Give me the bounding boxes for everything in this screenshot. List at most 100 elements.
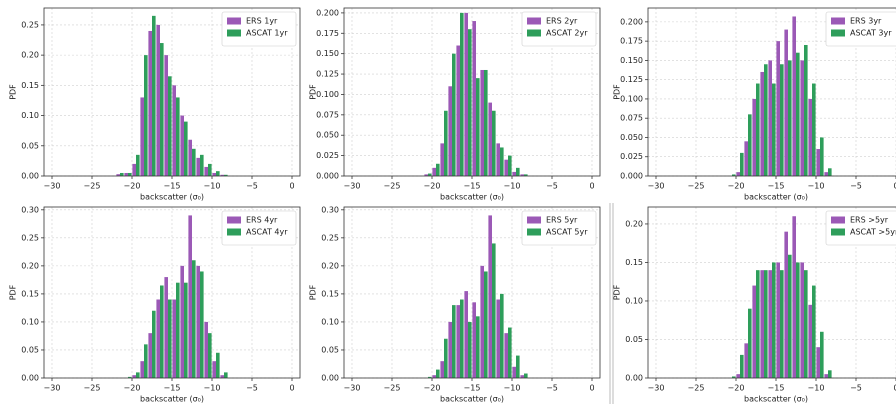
x-tick-label: −25 (84, 182, 101, 191)
y-tick-label: 0.20 (21, 51, 39, 60)
bar (184, 121, 188, 176)
x-tick-label: −5 (850, 182, 862, 191)
legend-swatch (527, 17, 541, 25)
bar (812, 285, 816, 378)
y-axis-label: PDF (309, 284, 318, 300)
x-axis-label: backscatter (σ₀) (140, 395, 204, 404)
y-tick-label: 0.000 (316, 172, 339, 181)
bar (828, 370, 832, 378)
bar (160, 43, 164, 177)
x-axis-label: backscatter (σ₀) (744, 395, 808, 404)
bar (460, 299, 464, 378)
bar (744, 141, 748, 176)
legend-label: ERS 3yr (850, 17, 882, 26)
bar (220, 375, 224, 378)
bar (736, 172, 740, 176)
bar (512, 171, 516, 176)
bar (192, 148, 196, 176)
bar (756, 270, 760, 378)
subplot: 0.00 0.05 0.10 0.15 0.20 0.25 0.30 −30 −25 −20 −15… (309, 205, 601, 404)
y-axis-label: PDF (613, 284, 622, 300)
legend-label: ERS 4yr (246, 216, 278, 225)
x-axis-label: backscatter (σ₀) (440, 395, 504, 404)
bar (796, 262, 800, 378)
bar (148, 333, 152, 378)
x-tick-label: −25 (84, 384, 101, 393)
legend-label: ASCAT 4yr (246, 228, 288, 237)
bar (432, 167, 436, 176)
legend-label: ERS 2yr (546, 17, 578, 26)
bar (116, 174, 120, 176)
bar (448, 321, 452, 378)
bar (496, 143, 500, 176)
bar (428, 173, 432, 176)
y-tick-label: 0.15 (21, 289, 39, 298)
legend-label: ASCAT 1yr (246, 29, 288, 38)
bar (132, 163, 136, 176)
bar (448, 86, 452, 176)
y-tick-label: 0.15 (21, 81, 39, 90)
bar (476, 316, 480, 378)
bar (784, 29, 788, 176)
bar (520, 375, 524, 378)
x-tick-label: −25 (688, 182, 705, 191)
bar (740, 354, 744, 378)
x-tick-label: −30 (44, 182, 61, 191)
x-tick-label: 0 (893, 384, 896, 393)
bar (460, 12, 464, 176)
bar (180, 115, 184, 176)
bar (440, 143, 444, 176)
x-tick-label: −25 (688, 384, 705, 393)
x-tick-label: −15 (164, 384, 181, 393)
legend-label: ASCAT 3yr (850, 29, 892, 38)
x-tick-label: −15 (768, 182, 785, 191)
bar (820, 137, 824, 176)
bar (784, 231, 788, 378)
bar (508, 155, 512, 176)
x-tick-label: −20 (124, 182, 141, 191)
y-tick-label: 0.10 (21, 111, 39, 120)
bar (464, 291, 468, 378)
x-axis-label: backscatter (σ₀) (744, 193, 808, 202)
bar (452, 305, 456, 378)
bar (480, 69, 484, 176)
bar (796, 52, 800, 176)
bar (804, 44, 808, 176)
y-tick-label: 0.150 (316, 49, 339, 58)
bar (748, 308, 752, 378)
legend-swatch (227, 228, 241, 236)
bar (768, 60, 772, 176)
bar (440, 361, 444, 378)
legend-swatch (831, 17, 845, 25)
y-tick-label: 0.30 (321, 205, 339, 214)
x-tick-label: 0 (289, 182, 294, 191)
bar (208, 163, 212, 176)
bar (432, 375, 436, 378)
bar (816, 149, 820, 176)
x-tick-label: 0 (589, 182, 594, 191)
bar (144, 55, 148, 177)
bar (788, 60, 792, 176)
x-tick-label: −15 (768, 384, 785, 393)
bar (800, 60, 804, 176)
bar (124, 172, 128, 176)
bar (436, 369, 440, 378)
y-axis-label: PDF (9, 284, 18, 300)
x-tick-label: −10 (808, 384, 825, 393)
bar (184, 282, 188, 378)
bar (208, 333, 212, 378)
y-tick-label: 0.000 (620, 172, 643, 181)
y-tick-label: 0.25 (21, 233, 39, 242)
bar (516, 167, 520, 176)
bar (464, 12, 468, 176)
bar (204, 321, 208, 378)
y-tick-label: 0.20 (21, 261, 39, 270)
bar (452, 53, 456, 176)
bar (756, 83, 760, 176)
x-tick-label: −10 (204, 182, 221, 191)
bar (468, 29, 472, 176)
x-tick-label: −10 (808, 182, 825, 191)
bar (492, 243, 496, 378)
bar (424, 174, 428, 176)
